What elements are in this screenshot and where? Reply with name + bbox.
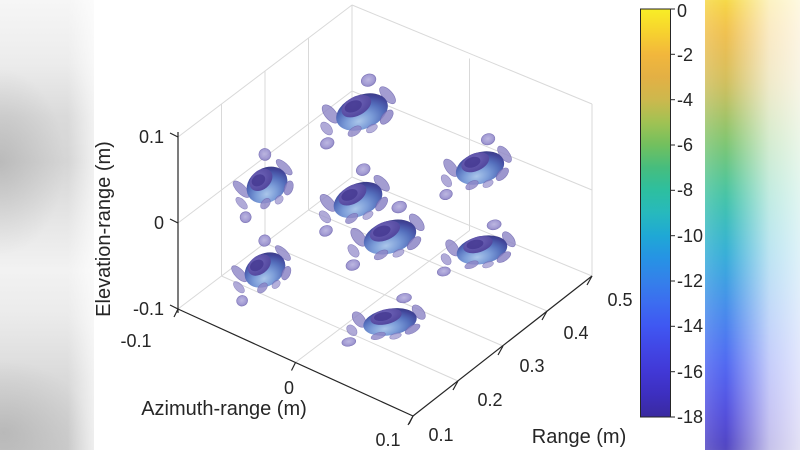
- colorbar[interactable]: [640, 8, 676, 418]
- isosurface-blob: [301, 66, 407, 154]
- x-tick-label: -0.1: [120, 331, 152, 351]
- isosurface-blob: [425, 127, 521, 204]
- x-tick-label: 0: [283, 378, 295, 398]
- colorbar-tick-label: -14: [677, 316, 704, 336]
- z-tick-label: 0.1: [138, 127, 164, 147]
- colorbar-tick-label: -10: [677, 226, 704, 246]
- colorbar-tick-label: -2: [677, 45, 694, 65]
- colorbar-tick-label: -16: [677, 362, 704, 382]
- colorbar-tick-label: -8: [677, 180, 694, 200]
- colorbar-tick-label: -6: [677, 135, 694, 155]
- colorbar-tick-label: -4: [677, 90, 694, 110]
- y-axis-label: Range (m): [531, 426, 627, 448]
- x-tick-label: 0.1: [375, 430, 401, 450]
- x-axis-label: Azimuth-range (m): [141, 398, 307, 420]
- blurred-background-left: [0, 0, 94, 450]
- isosurface-blob: [214, 140, 306, 228]
- y-tick-label: 0.3: [519, 356, 545, 376]
- colorbar-tick-label: -18: [677, 407, 704, 427]
- y-tick-label: 0.5: [607, 290, 633, 310]
- isosurface-blob: [334, 289, 432, 350]
- colorbar-tick-label: -12: [677, 271, 704, 291]
- isosurface-blob: [213, 227, 304, 311]
- z-tick-label: 0: [153, 213, 164, 233]
- colorbar-tick-label: 0: [677, 1, 688, 21]
- colorbar-tick-marks: [671, 8, 675, 418]
- y-tick-label: 0.1: [428, 425, 454, 445]
- y-tick-label: 0.2: [477, 390, 503, 410]
- z-axis-label: Elevation-range (m): [93, 141, 115, 317]
- tick-marks: [169, 132, 593, 426]
- blurred-background-right: [705, 0, 800, 450]
- isosurface-blobs: [213, 66, 523, 350]
- colorbar-gradient: [640, 8, 671, 418]
- blurred-background-fade: [705, 0, 800, 450]
- z-tick-label: -0.1: [132, 299, 164, 319]
- isosurface-blob: [428, 215, 523, 280]
- y-tick-label: 0.4: [563, 323, 589, 343]
